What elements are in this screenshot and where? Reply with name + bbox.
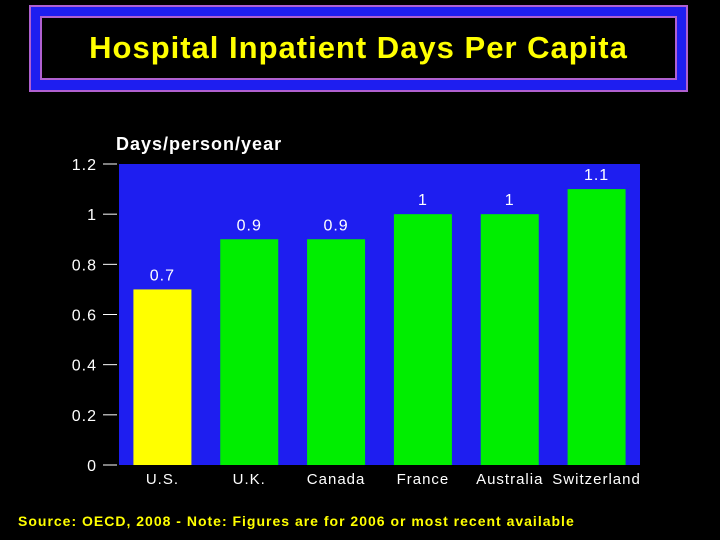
chart-title: Hospital Inpatient Days Per Capita	[89, 30, 628, 65]
source-note: Source: OECD, 2008 - Note: Figures are f…	[18, 513, 575, 529]
x-tick-label: U.K.	[233, 471, 266, 488]
bar	[567, 189, 626, 466]
data-label: 0.7	[150, 267, 175, 284]
y-tick-label: 0.6	[72, 308, 97, 325]
x-tick-label: Australia	[476, 471, 543, 488]
y-tick-label: 0.8	[72, 257, 97, 274]
y-tick-label: 0.2	[72, 408, 97, 425]
data-label: 0.9	[237, 217, 262, 234]
bar	[220, 239, 279, 465]
bar-chart: Days/person/year 0 0.2 0.4 0.6 0.8 1 1.2 0.7 U.S.…	[72, 134, 641, 488]
y-axis-label: Days/person/year	[116, 134, 282, 154]
x-tick-label: Canada	[307, 471, 366, 488]
plot-area	[119, 164, 640, 465]
data-label: 1.1	[584, 167, 609, 184]
bar	[307, 239, 366, 465]
x-tick-label: Switzerland	[552, 471, 641, 488]
bar	[133, 289, 192, 465]
data-label: 0.9	[323, 217, 348, 234]
y-tick-label: 0	[87, 458, 97, 475]
bar	[480, 214, 539, 465]
title-box: Hospital Inpatient Days Per Capita	[40, 16, 677, 80]
bar	[393, 214, 452, 465]
y-tick-label: 1	[87, 207, 97, 224]
data-label: 1	[505, 192, 515, 209]
y-tick-label: 1.2	[72, 157, 97, 174]
data-label: 1	[418, 192, 428, 209]
x-tick-label: U.S.	[146, 471, 179, 488]
y-tick-label: 0.4	[72, 358, 97, 375]
x-tick-label: France	[397, 471, 450, 488]
